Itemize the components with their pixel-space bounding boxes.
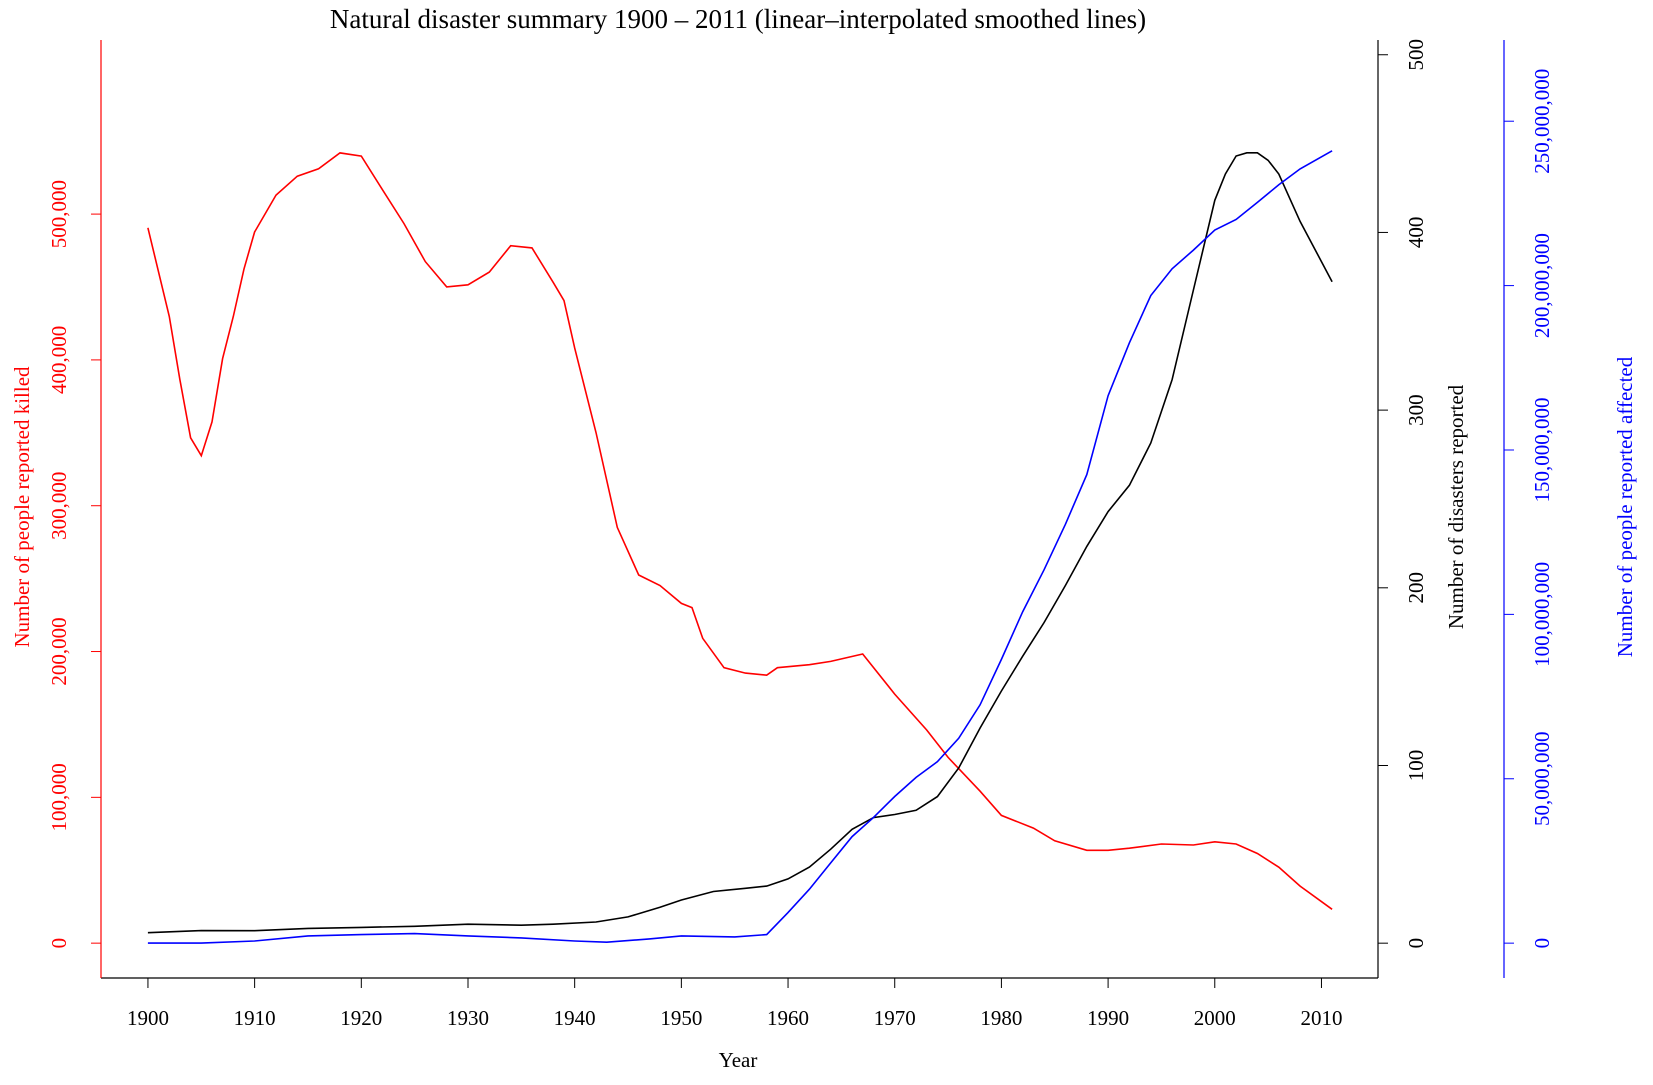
x-tick-label: 1930	[447, 1006, 489, 1030]
y3-axis-label: Number of people reported affected	[1613, 356, 1637, 657]
y-tick-label: 100,000	[47, 763, 71, 831]
x-tick-label: 1960	[767, 1006, 809, 1030]
series-line	[147, 150, 1333, 944]
y-tick-label: 200,000	[47, 617, 71, 685]
y3-tick-label: 150,000,000	[1530, 397, 1554, 502]
y-tick-label: 300,000	[47, 472, 71, 540]
chart-title: Natural disaster summary 1900 – 2011 (li…	[330, 4, 1146, 34]
x-tick-label: 1920	[340, 1006, 382, 1030]
y-tick-label: 400,000	[47, 326, 71, 394]
x-tick-label: 1900	[127, 1006, 169, 1030]
y3-tick-label: 0	[1530, 938, 1554, 949]
y2-tick-label: 0	[1404, 938, 1428, 949]
x-axis-label: Year	[719, 1048, 758, 1072]
y3-tick-label: 250,000,000	[1530, 69, 1554, 174]
y3-tick-label: 200,000,000	[1530, 233, 1554, 338]
x-tick-label: 1970	[874, 1006, 916, 1030]
y2-tick-label: 300	[1404, 394, 1428, 426]
x-tick-label: 1980	[980, 1006, 1022, 1030]
y3-tick-label: 100,000,000	[1530, 562, 1554, 667]
y-tick-label: 500,000	[47, 180, 71, 248]
y3-tick-label: 50,000,000	[1530, 732, 1554, 827]
y2-axis-label: Number of disasters reported	[1444, 384, 1468, 629]
y2-tick-label: 200	[1404, 572, 1428, 604]
x-tick-label: 1940	[554, 1006, 596, 1030]
y-tick-label: 0	[47, 938, 71, 949]
x-tick-label: 1950	[660, 1006, 702, 1030]
series-line	[147, 152, 1333, 910]
y2-tick-label: 100	[1404, 750, 1428, 782]
x-tick-label: 1910	[234, 1006, 276, 1030]
y-axis-label: Number of people reported killed	[10, 366, 34, 648]
x-tick-label: 1990	[1087, 1006, 1129, 1030]
x-tick-label: 2000	[1194, 1006, 1236, 1030]
series-line	[147, 152, 1333, 934]
y2-tick-label: 400	[1404, 217, 1428, 249]
y2-tick-label: 500	[1404, 39, 1428, 70]
x-tick-label: 2010	[1300, 1006, 1342, 1030]
